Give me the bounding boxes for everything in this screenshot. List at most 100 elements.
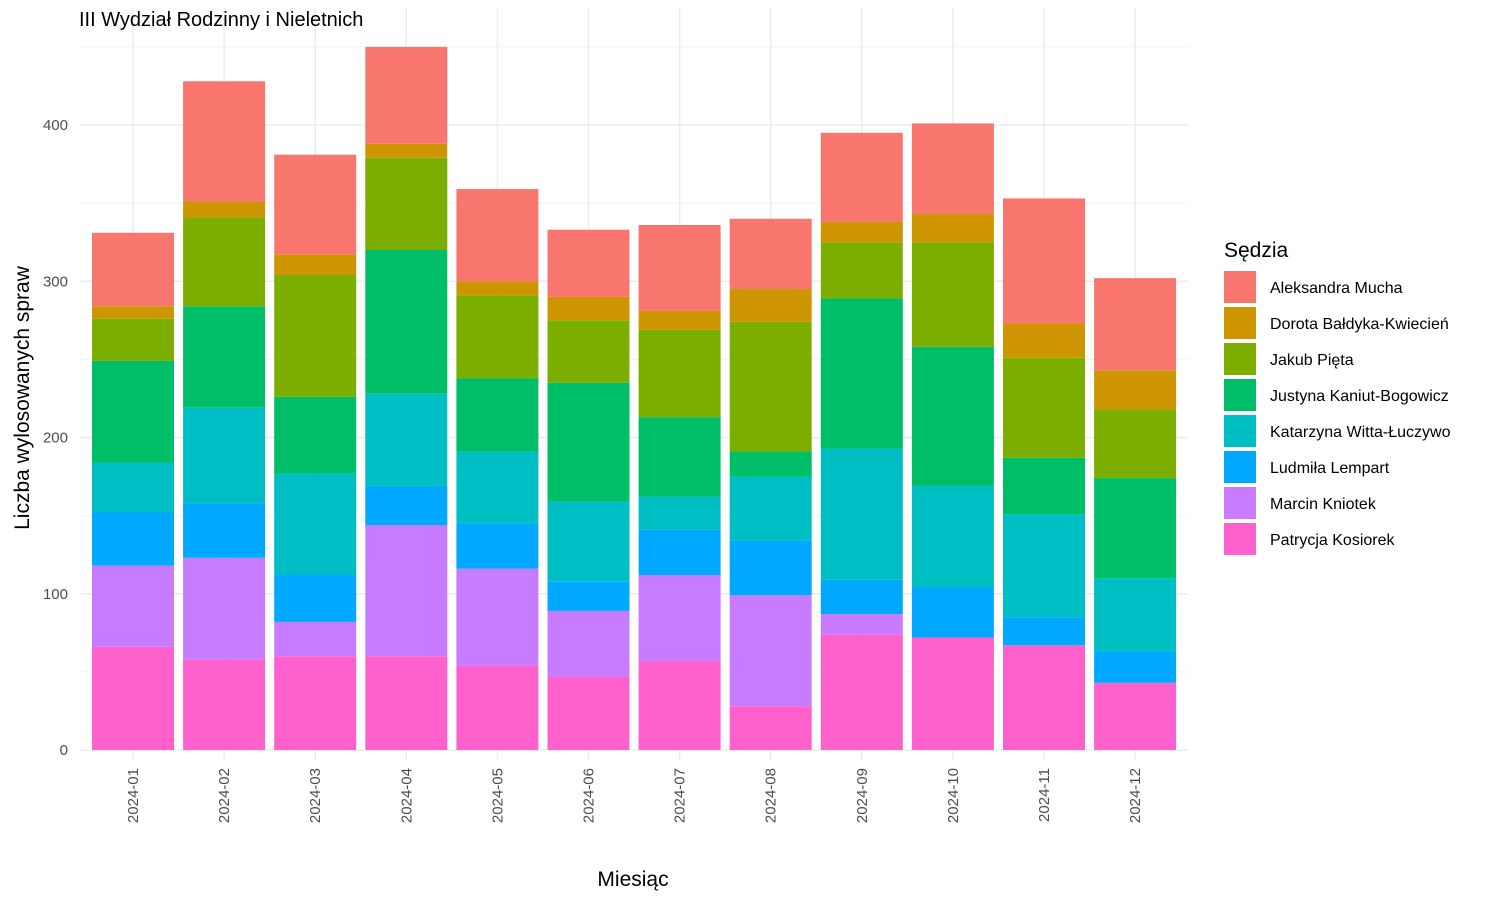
legend-label: Marcin Kniotek [1270, 496, 1377, 513]
bar-segment-jakub-pieta-2024-04 [365, 157, 448, 250]
bar-segment-marcin-kniotek-2024-05 [456, 568, 539, 666]
bar-segment-justyna-kaniut-bogowicz-2024-07 [638, 417, 721, 497]
x-tick-label: 2024-01 [125, 768, 142, 823]
bar-segment-justyna-kaniut-bogowicz-2024-06 [547, 382, 630, 502]
bar-segment-patrycja-kosiorek-2024-10 [911, 637, 994, 750]
bar-segment-aleksandra-mucha-2024-02 [183, 81, 266, 202]
bar-segment-justyna-kaniut-bogowicz-2024-09 [820, 298, 903, 449]
y-tick-label: 200 [43, 430, 68, 447]
bar-segment-patrycja-kosiorek-2024-03 [274, 656, 357, 750]
bar-segment-aleksandra-mucha-2024-06 [547, 229, 630, 297]
bar-segment-jakub-pieta-2024-10 [911, 242, 994, 347]
bar-segment-justyna-kaniut-bogowicz-2024-02 [183, 306, 266, 408]
bar-segment-katarzyna-witta-luczywo-2024-11 [1003, 514, 1085, 618]
x-tick-label: 2024-05 [489, 768, 506, 823]
legend-key [1224, 271, 1256, 303]
legend-label: Patrycja Kosiorek [1270, 532, 1395, 549]
bar-segment-justyna-kaniut-bogowicz-2024-10 [911, 346, 994, 486]
bar-segment-patrycja-kosiorek-2024-06 [547, 676, 630, 750]
x-tick-label: 2024-09 [854, 768, 871, 823]
legend-key [1224, 307, 1256, 339]
bar-segment-justyna-kaniut-bogowicz-2024-03 [274, 396, 357, 474]
bar-segment-marcin-kniotek-2024-03 [274, 621, 357, 657]
bar-segment-katarzyna-witta-luczywo-2024-09 [820, 448, 903, 580]
bar-segment-dorota-baldyka-kwiecien-2024-03 [274, 254, 357, 275]
x-tick-label: 2024-03 [307, 768, 324, 823]
legend-key [1224, 343, 1256, 375]
bar-segment-ludmila-lempart-2024-05 [456, 523, 539, 569]
legend-label: Dorota Bałdyka-Kwiecień [1270, 316, 1449, 333]
bar-segment-katarzyna-witta-luczywo-2024-04 [365, 393, 448, 486]
bar-segment-marcin-kniotek-2024-02 [183, 557, 266, 660]
bar-segment-patrycja-kosiorek-2024-02 [183, 659, 266, 750]
bar-segment-dorota-baldyka-kwiecien-2024-02 [183, 201, 266, 218]
bar-segment-aleksandra-mucha-2024-09 [820, 132, 903, 222]
bars-layer [92, 46, 1177, 750]
bar-segment-ludmila-lempart-2024-03 [274, 575, 357, 622]
bar-segment-jakub-pieta-2024-11 [1003, 357, 1085, 458]
bar-segment-ludmila-lempart-2024-08 [729, 540, 812, 596]
bar-segment-marcin-kniotek-2024-08 [729, 595, 812, 707]
bar-segment-jakub-pieta-2024-12 [1094, 409, 1177, 479]
legend-label: Jakub Pięta [1270, 352, 1354, 369]
bar-segment-aleksandra-mucha-2024-11 [1003, 198, 1085, 324]
x-axis-ticks: 2024-01 2024-02 2024-03 2024-04 2024-05 2024-… [125, 768, 1144, 823]
legend: Sędzia Aleksandra Mucha Dorota Bałdyka-Kw… [1224, 239, 1451, 555]
bar-segment-jakub-pieta-2024-08 [729, 321, 812, 452]
bar-segment-justyna-kaniut-bogowicz-2024-11 [1003, 457, 1085, 515]
bar-segment-jakub-pieta-2024-05 [456, 295, 539, 379]
bar-segment-katarzyna-witta-luczywo-2024-02 [183, 407, 266, 504]
legend-label: Justyna Kaniut-Bogowicz [1270, 388, 1449, 405]
bar-segment-katarzyna-witta-luczywo-2024-10 [911, 485, 994, 588]
bar-segment-katarzyna-witta-luczywo-2024-01 [92, 462, 174, 513]
legend-label: Aleksandra Mucha [1270, 280, 1403, 297]
x-tick-label: 2024-10 [945, 768, 962, 823]
bar-segment-ludmila-lempart-2024-01 [92, 512, 174, 566]
y-tick-label: 300 [43, 273, 68, 290]
bar-segment-marcin-kniotek-2024-04 [365, 525, 448, 657]
bar-segment-dorota-baldyka-kwiecien-2024-12 [1094, 370, 1177, 410]
y-axis-title: Liczba wylosowanych spraw [11, 265, 34, 530]
bar-segment-dorota-baldyka-kwiecien-2024-04 [365, 143, 448, 158]
bar-segment-katarzyna-witta-luczywo-2024-03 [274, 473, 357, 575]
bar-segment-patrycja-kosiorek-2024-05 [456, 665, 539, 750]
bar-segment-aleksandra-mucha-2024-03 [274, 154, 357, 255]
x-tick-label: 2024-11 [1036, 768, 1053, 822]
bar-segment-ludmila-lempart-2024-04 [365, 485, 448, 525]
legend-key [1224, 379, 1256, 411]
y-tick-label: 100 [43, 586, 68, 603]
bar-segment-ludmila-lempart-2024-09 [820, 579, 903, 615]
bar-segment-dorota-baldyka-kwiecien-2024-06 [547, 296, 630, 321]
y-tick-label: 400 [43, 117, 68, 134]
bar-segment-katarzyna-witta-luczywo-2024-08 [729, 476, 812, 541]
x-tick-label: 2024-06 [581, 768, 598, 823]
bar-segment-katarzyna-witta-luczywo-2024-06 [547, 501, 630, 582]
legend-key [1224, 523, 1256, 555]
legend-key [1224, 451, 1256, 483]
legend-label: Katarzyna Witta-Łuczywo [1270, 424, 1451, 441]
bar-segment-aleksandra-mucha-2024-08 [729, 218, 812, 290]
chart-title: III Wydział Rodzinny i Nieletnich [79, 9, 363, 31]
legend-key [1224, 415, 1256, 447]
bar-segment-jakub-pieta-2024-06 [547, 320, 630, 383]
bar-segment-dorota-baldyka-kwiecien-2024-07 [638, 310, 721, 330]
bar-segment-marcin-kniotek-2024-07 [638, 575, 721, 661]
legend-items: Aleksandra Mucha Dorota Bałdyka-Kwiecień J… [1224, 271, 1451, 555]
bar-segment-dorota-baldyka-kwiecien-2024-11 [1003, 323, 1085, 358]
bar-segment-aleksandra-mucha-2024-07 [638, 225, 721, 311]
legend-key [1224, 487, 1256, 519]
x-tick-label: 2024-12 [1127, 768, 1144, 823]
bar-segment-ludmila-lempart-2024-06 [547, 581, 630, 611]
x-axis-title: Miesiąc [597, 868, 668, 891]
bar-segment-ludmila-lempart-2024-11 [1003, 617, 1085, 646]
bar-segment-ludmila-lempart-2024-02 [183, 503, 266, 558]
bar-segment-katarzyna-witta-luczywo-2024-12 [1094, 578, 1177, 652]
bar-segment-aleksandra-mucha-2024-05 [456, 189, 539, 282]
bar-segment-patrycja-kosiorek-2024-08 [729, 706, 812, 750]
bar-segment-dorota-baldyka-kwiecien-2024-09 [820, 221, 903, 243]
x-tick-label: 2024-04 [398, 768, 415, 823]
bar-segment-katarzyna-witta-luczywo-2024-05 [456, 451, 539, 524]
bar-segment-patrycja-kosiorek-2024-01 [92, 646, 174, 750]
